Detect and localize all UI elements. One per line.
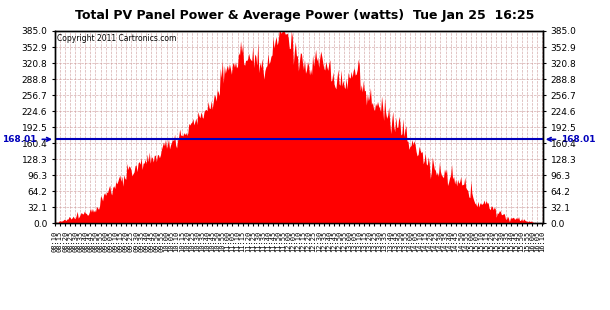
Text: 168.01: 168.01 bbox=[2, 135, 50, 144]
Text: Copyright 2011 Cartronics.com: Copyright 2011 Cartronics.com bbox=[57, 34, 177, 43]
Text: Total PV Panel Power & Average Power (watts)  Tue Jan 25  16:25: Total PV Panel Power & Average Power (wa… bbox=[75, 9, 535, 22]
Text: 168.01: 168.01 bbox=[548, 135, 595, 144]
